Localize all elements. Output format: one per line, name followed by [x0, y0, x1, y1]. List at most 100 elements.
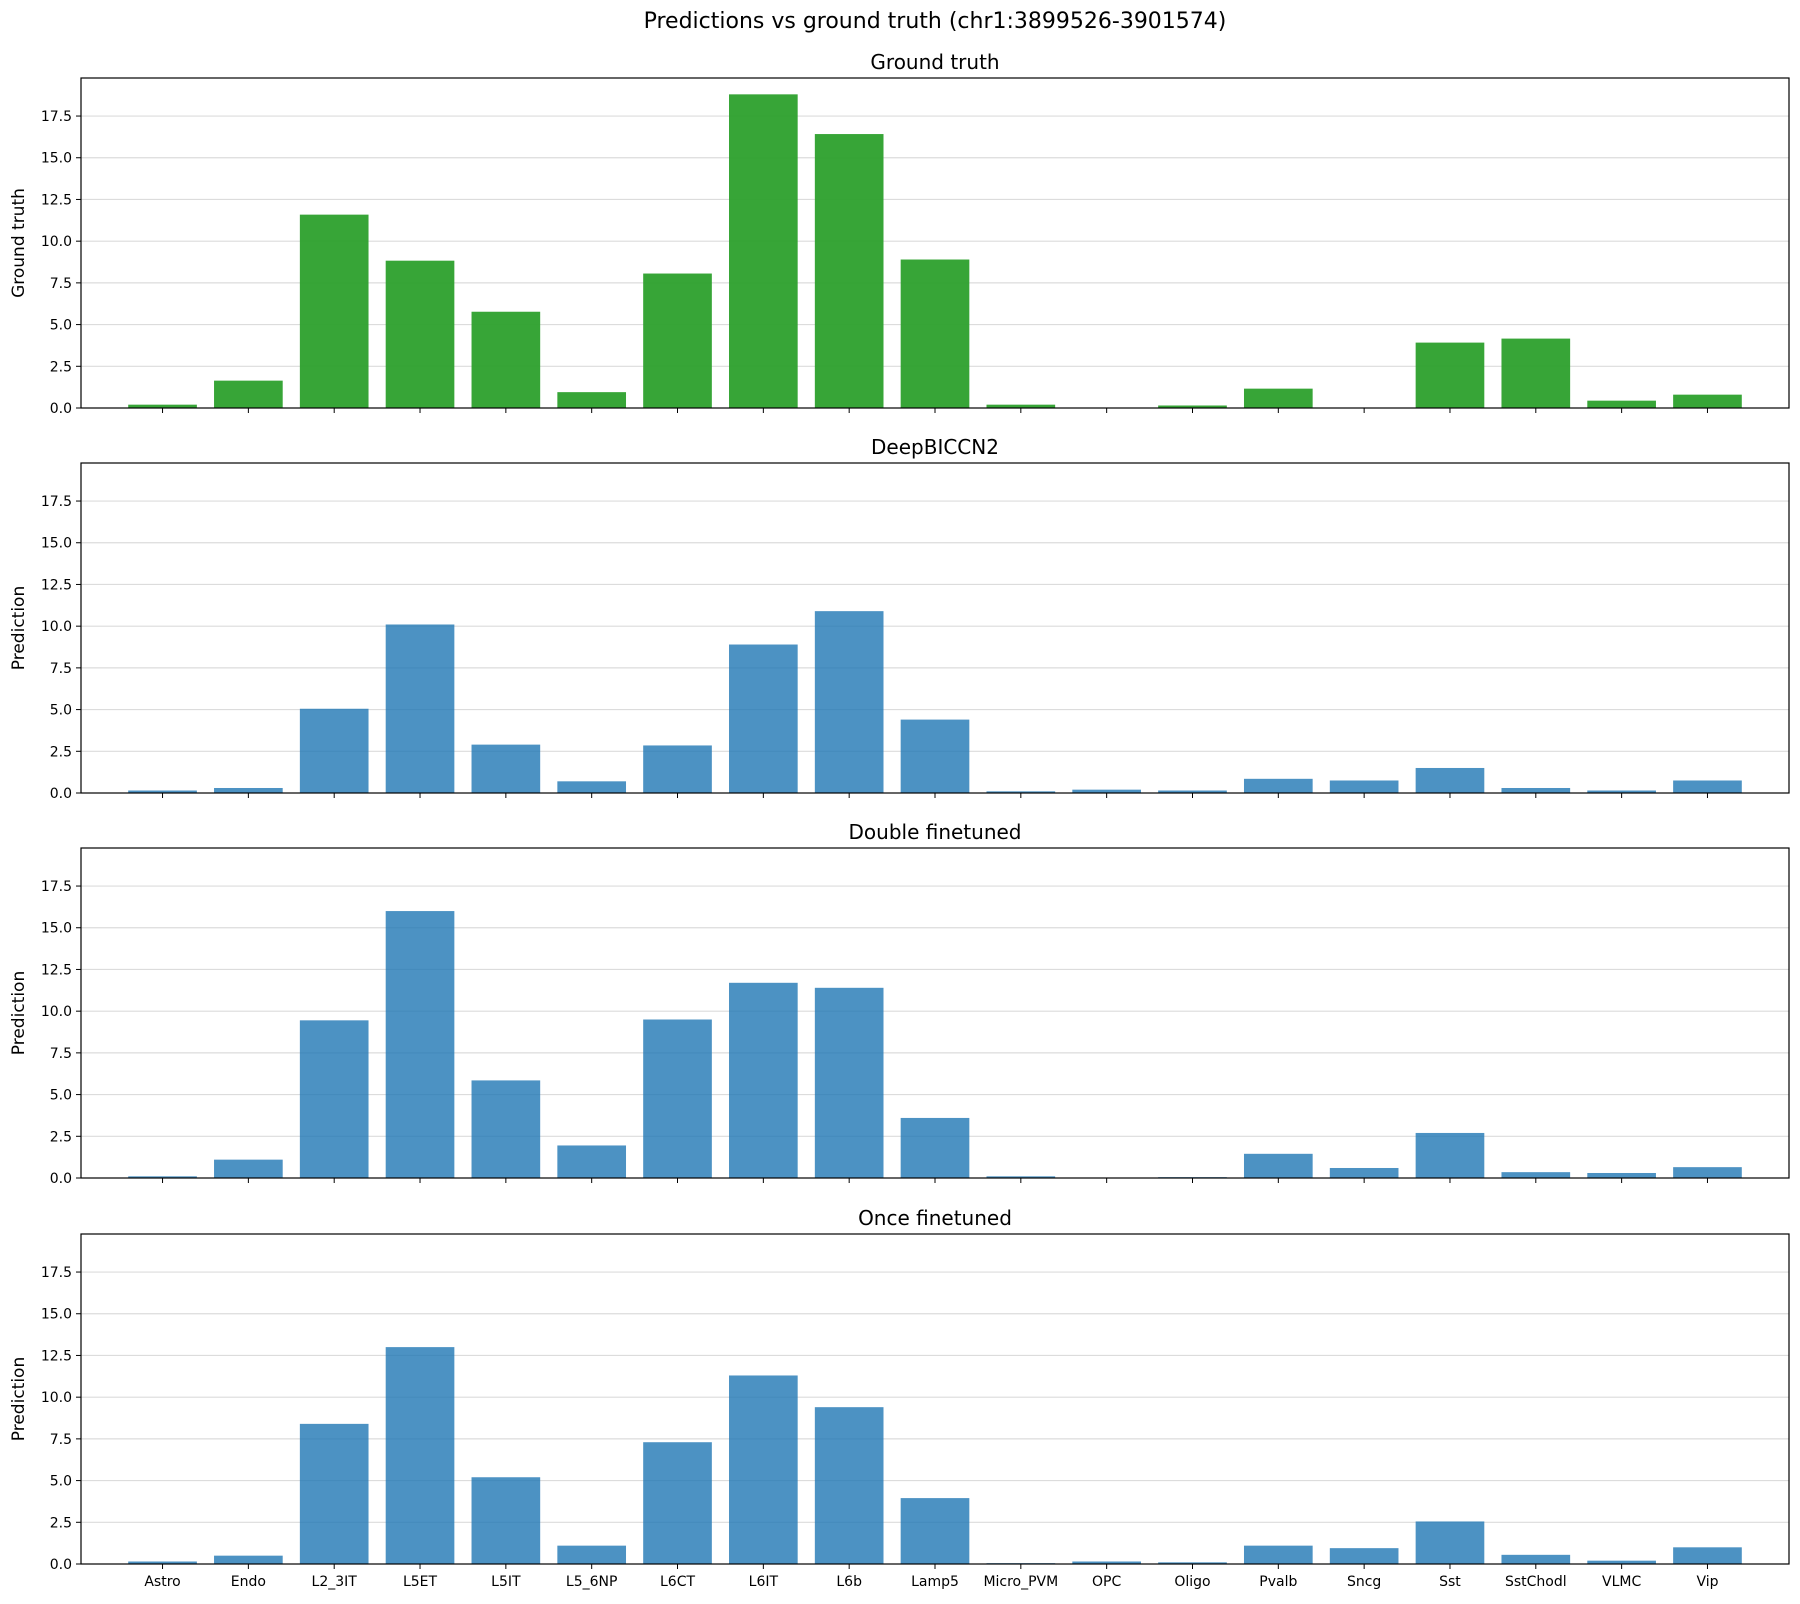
bar-Sncg [1329, 780, 1399, 793]
bar-L6CT [643, 273, 712, 408]
y-tick-label: 12.5 [41, 577, 72, 593]
bar-Micro_PVM [986, 791, 1056, 793]
y-axis-label: Ground truth [9, 188, 29, 298]
bar-Micro_PVM [986, 1176, 1056, 1178]
y-tick-label: 17.5 [41, 494, 72, 510]
bar-Pvalb [1243, 1545, 1313, 1564]
subplot-ground-truth: 0.0 2.5 5.0 7.5 10.0 12.5 15.0 17.5 Ground truth… [9, 50, 1790, 417]
bar-Oligo [1158, 405, 1227, 408]
bar-L2_3IT [299, 1020, 369, 1178]
y-tick-label: 10.0 [41, 619, 72, 635]
subplot-title: Ground truth [870, 50, 999, 74]
bar-L6IT [729, 1375, 798, 1564]
bar-L6CT [643, 1019, 712, 1178]
bar-Endo [214, 1159, 283, 1178]
y-tick-label: 2.5 [50, 744, 72, 760]
x-tick-label: L2_3IT [312, 1574, 358, 1590]
bar-Pvalb [1243, 1153, 1313, 1178]
bar-VLMC [1587, 790, 1656, 793]
bar-SstChodl [1501, 1554, 1571, 1564]
bar-Sst [1415, 1521, 1485, 1564]
y-tick-label: 17.5 [41, 1265, 72, 1281]
x-tick-label: L5_6NP [566, 1574, 618, 1590]
x-tick-label: SstChodl [1505, 1574, 1567, 1590]
y-axis-label: Prediction [9, 1357, 29, 1441]
bar-Lamp5 [900, 719, 970, 793]
y-tick-label: 5.0 [50, 1088, 72, 1104]
axes-frame [80, 462, 1790, 794]
x-tick-label: Astro [144, 1574, 180, 1590]
bar-OPC [1072, 789, 1141, 793]
bar-Pvalb [1243, 778, 1313, 793]
bar-Astro [128, 404, 197, 408]
bar-Astro [128, 1561, 197, 1564]
bar-Vip [1673, 1547, 1742, 1564]
bar-Oligo [1158, 1562, 1227, 1564]
bar-L6IT [729, 94, 798, 408]
x-tick-label: Sst [1439, 1574, 1461, 1590]
y-tick-label: 7.5 [50, 1046, 72, 1062]
bar-L6b [814, 134, 884, 408]
y-tick-label: 12.5 [41, 1348, 72, 1364]
figure-title: Predictions vs ground truth (chr1:389952… [644, 9, 1227, 34]
y-tick-label: 10.0 [41, 1004, 72, 1020]
y-tick-label: 5.0 [50, 318, 72, 334]
subplot-title: Once finetuned [858, 1206, 1012, 1230]
axes-frame [80, 77, 1790, 409]
x-tick-label: L5ET [403, 1574, 438, 1590]
y-tick-label: 2.5 [50, 359, 72, 375]
bar-L6IT [729, 644, 798, 793]
y-tick-label: 2.5 [50, 1129, 72, 1145]
bar-L5IT [471, 311, 541, 408]
x-tick-label: OPC [1092, 1574, 1121, 1590]
y-tick-label: 10.0 [41, 1390, 72, 1406]
bar-Endo [214, 1555, 283, 1564]
y-axis-label: Prediction [9, 586, 29, 670]
bar-Lamp5 [900, 1498, 970, 1564]
bar-Endo [214, 380, 283, 408]
bar-L5_6NP [557, 1145, 627, 1178]
subplot-deepbiccn2: 0.0 2.5 5.0 7.5 10.0 12.5 15.0 17.5 DeepBICCN2 Pr… [9, 435, 1790, 802]
bar-Pvalb [1243, 388, 1313, 408]
y-tick-label: 0.0 [50, 1171, 72, 1187]
bar-L6IT [729, 982, 798, 1178]
y-tick-label: 17.5 [41, 879, 72, 895]
bar-Oligo [1158, 790, 1227, 793]
bar-L2_3IT [299, 708, 369, 793]
bar-L2_3IT [299, 1423, 369, 1564]
bar-Endo [214, 787, 283, 793]
y-tick-label: 10.0 [41, 234, 72, 250]
bar-VLMC [1587, 1172, 1656, 1178]
y-tick-label: 12.5 [41, 962, 72, 978]
bar-L5ET [385, 911, 455, 1178]
axes-frame [80, 1233, 1790, 1565]
bar-L5IT [471, 1477, 541, 1564]
y-tick-label: 17.5 [41, 109, 72, 125]
bar-Vip [1673, 780, 1742, 793]
y-tick-label: 0.0 [50, 1557, 72, 1573]
x-tick-label: VLMC [1602, 1574, 1641, 1590]
x-tick-label: L6b [836, 1574, 862, 1590]
bar-SstChodl [1501, 338, 1571, 408]
bar-L5_6NP [557, 781, 627, 793]
bar-Lamp5 [900, 259, 970, 408]
bar-L6CT [643, 1442, 712, 1564]
axes-frame [80, 847, 1790, 1179]
y-axis-label: Prediction [9, 971, 29, 1055]
bar-L2_3IT [299, 214, 369, 408]
bar-L6b [814, 1407, 884, 1564]
bar-Sst [1415, 1132, 1485, 1178]
bar-L5IT [471, 1080, 541, 1178]
y-tick-label: 7.5 [50, 661, 72, 677]
y-tick-label: 0.0 [50, 401, 72, 417]
y-tick-label: 15.0 [41, 921, 72, 937]
bar-L5ET [385, 624, 455, 793]
x-tick-label: Endo [231, 1574, 266, 1590]
subplot-double-finetuned: 0.0 2.5 5.0 7.5 10.0 12.5 15.0 17.5 Double finet… [9, 820, 1790, 1187]
y-tick-label: 0.0 [50, 786, 72, 802]
y-tick-label: 15.0 [41, 151, 72, 167]
x-tick-label: L5IT [491, 1574, 521, 1590]
x-tick-label: L6IT [749, 1574, 779, 1590]
bar-L5_6NP [557, 392, 627, 408]
